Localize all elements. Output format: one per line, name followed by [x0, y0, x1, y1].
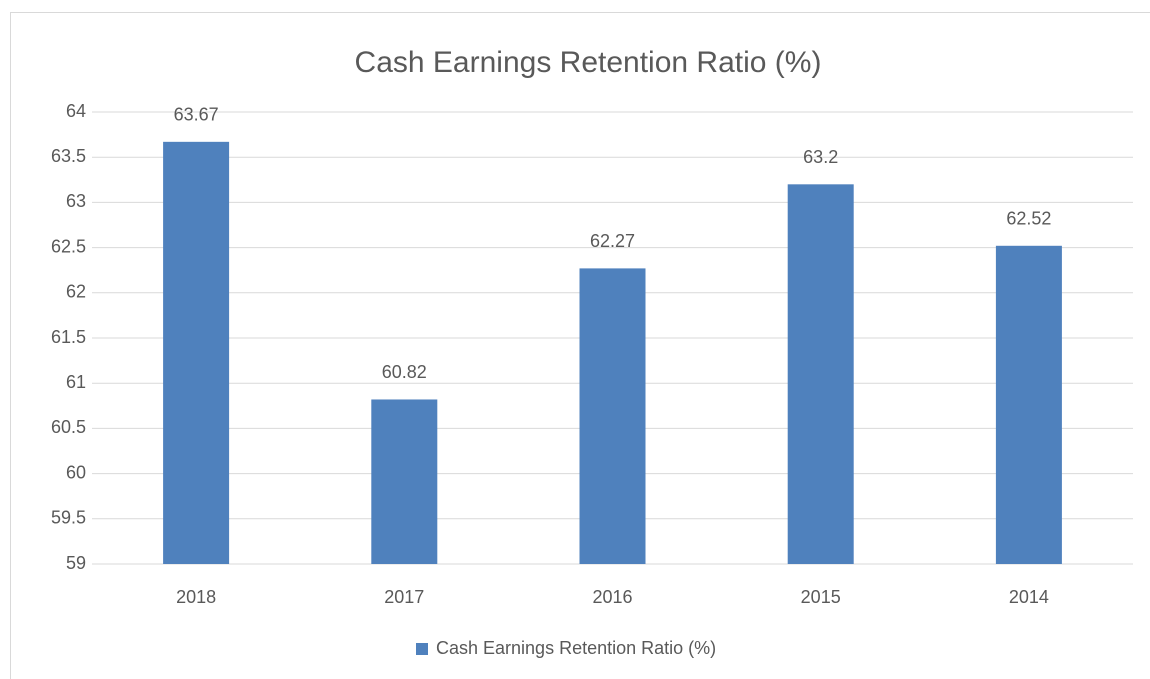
data-label: 60.82 — [382, 362, 427, 382]
bar — [579, 268, 646, 564]
y-tick-label: 62 — [66, 282, 86, 302]
x-tick-label: 2014 — [1009, 587, 1049, 607]
y-tick-label: 61 — [66, 372, 86, 392]
data-label: 62.52 — [1006, 209, 1051, 229]
bar — [371, 399, 438, 564]
y-tick-label: 60 — [66, 462, 86, 482]
y-tick-label: 62.5 — [51, 236, 86, 256]
y-tick-label: 59 — [66, 553, 86, 573]
y-tick-label: 63.5 — [51, 146, 86, 166]
y-tick-label: 64 — [66, 101, 86, 121]
chart-title: Cash Earnings Retention Ratio (%) — [355, 46, 822, 79]
data-label: 63.2 — [803, 147, 838, 167]
x-tick-label: 2015 — [801, 587, 841, 607]
bar — [995, 245, 1062, 565]
x-tick-label: 2017 — [384, 587, 424, 607]
legend-swatch — [416, 643, 428, 655]
x-tick-label: 2016 — [592, 587, 632, 607]
y-tick-label: 63 — [66, 191, 86, 211]
x-tick-label: 2018 — [176, 587, 216, 607]
y-tick-label: 60.5 — [51, 417, 86, 437]
y-tick-label: 59.5 — [51, 508, 86, 528]
legend-label: Cash Earnings Retention Ratio (%) — [436, 638, 716, 658]
data-label: 62.27 — [590, 231, 635, 251]
y-tick-label: 61.5 — [51, 327, 86, 347]
bar — [787, 184, 854, 564]
bar — [163, 141, 230, 564]
data-label: 63.67 — [174, 105, 219, 125]
